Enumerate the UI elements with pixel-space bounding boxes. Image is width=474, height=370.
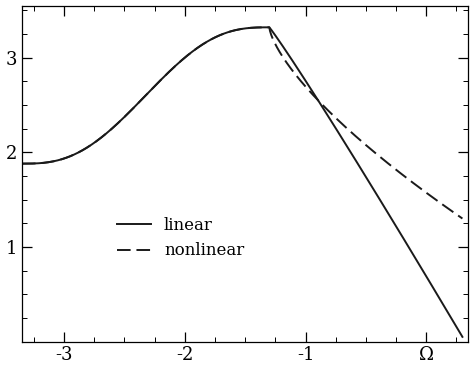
nonlinear — [243, 26, 249, 30]
linear — [243, 26, 249, 30]
nonlinear — [266, 25, 272, 30]
linear — [301, 77, 307, 81]
linear — [365, 177, 370, 182]
linear — [460, 334, 465, 339]
nonlinear — [332, 115, 337, 119]
Line: linear: linear — [22, 27, 463, 337]
linear — [19, 161, 25, 166]
linear — [146, 90, 152, 94]
nonlinear — [460, 216, 465, 221]
nonlinear — [146, 90, 152, 94]
nonlinear — [301, 83, 307, 87]
nonlinear — [107, 128, 112, 133]
linear — [332, 124, 337, 129]
linear — [266, 25, 272, 30]
nonlinear — [365, 144, 370, 149]
Legend: linear, nonlinear: linear, nonlinear — [110, 211, 251, 266]
nonlinear — [19, 161, 25, 166]
linear — [107, 128, 112, 133]
Line: nonlinear: nonlinear — [22, 27, 463, 219]
